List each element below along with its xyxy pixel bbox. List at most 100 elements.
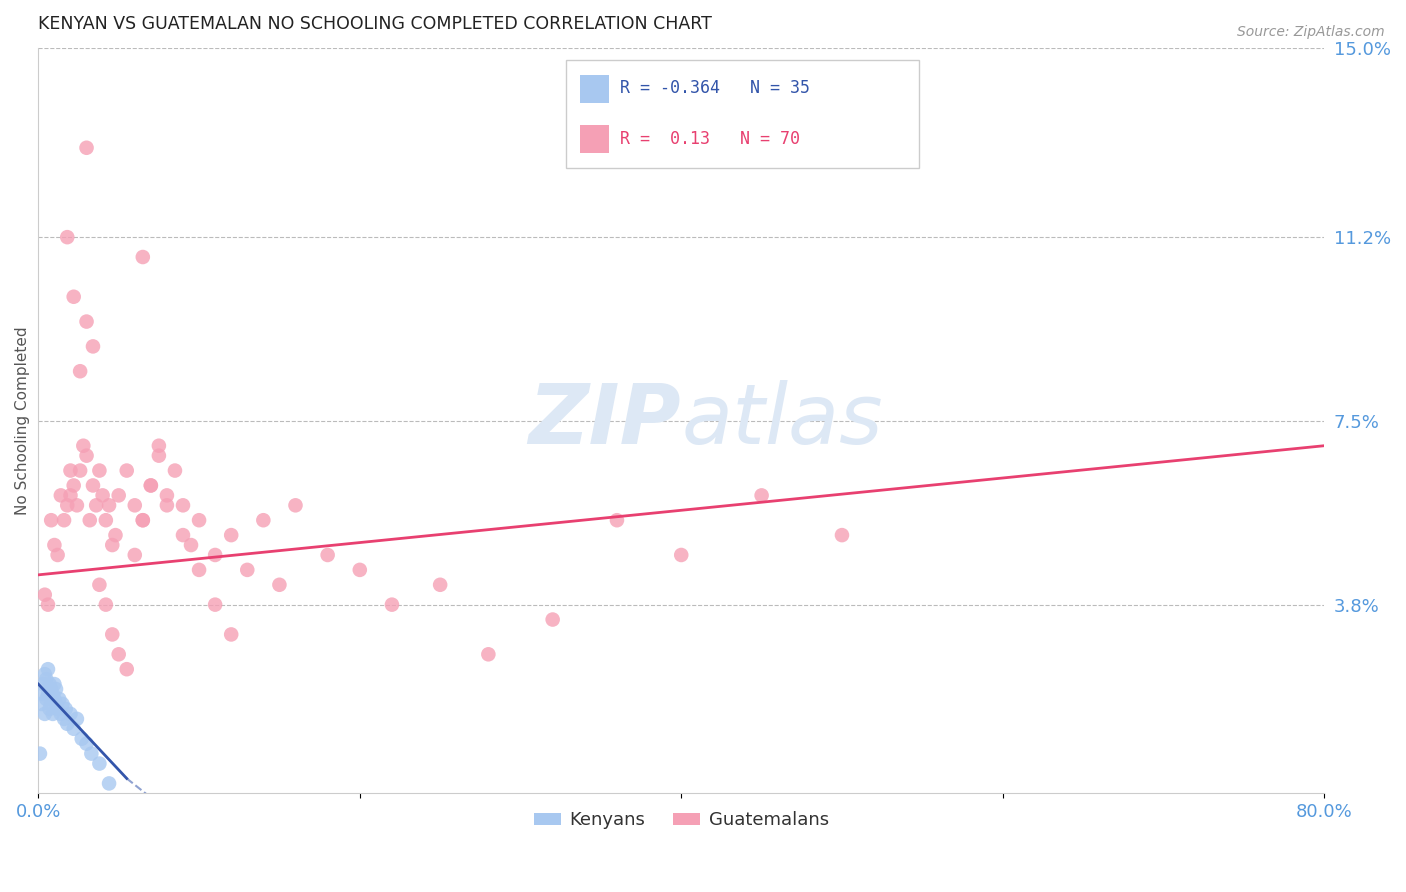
Point <box>107 648 129 662</box>
Point <box>541 613 564 627</box>
Point <box>115 464 138 478</box>
Point <box>284 499 307 513</box>
Point <box>132 513 155 527</box>
Point <box>38 702 60 716</box>
Point <box>124 499 146 513</box>
Point <box>34 588 56 602</box>
Point <box>89 578 111 592</box>
Point <box>56 716 79 731</box>
Point <box>671 548 693 562</box>
Point <box>76 737 98 751</box>
Point <box>76 141 98 155</box>
Point <box>48 692 70 706</box>
Point <box>204 548 226 562</box>
Point <box>124 548 146 562</box>
Point <box>56 499 79 513</box>
Point <box>59 464 82 478</box>
Legend: Kenyans, Guatemalans: Kenyans, Guatemalans <box>526 804 837 837</box>
Point <box>72 439 94 453</box>
Point <box>94 598 117 612</box>
Point <box>35 672 58 686</box>
Point <box>42 706 65 721</box>
Point <box>53 513 76 527</box>
Point <box>49 488 72 502</box>
Point <box>31 697 53 711</box>
Point <box>89 464 111 478</box>
Point <box>69 464 91 478</box>
Point <box>148 439 170 453</box>
Point <box>831 528 853 542</box>
Point <box>751 488 773 502</box>
Text: R =  0.13   N = 70: R = 0.13 N = 70 <box>620 129 800 148</box>
Point <box>76 315 98 329</box>
Point <box>62 290 84 304</box>
Point <box>70 731 93 746</box>
Point <box>49 706 72 721</box>
Point <box>180 538 202 552</box>
Point <box>39 697 62 711</box>
FancyBboxPatch shape <box>581 125 609 153</box>
Point <box>82 478 104 492</box>
Point <box>45 681 67 696</box>
Point <box>236 563 259 577</box>
Point <box>37 687 59 701</box>
Point <box>45 697 67 711</box>
Point <box>51 697 73 711</box>
Point <box>46 702 69 716</box>
Point <box>80 747 103 761</box>
Point <box>316 548 339 562</box>
Point <box>79 513 101 527</box>
Point <box>39 681 62 696</box>
Point <box>56 230 79 244</box>
Point <box>381 598 404 612</box>
Point <box>39 513 62 527</box>
Point <box>32 677 55 691</box>
Text: atlas: atlas <box>682 380 883 461</box>
Point <box>104 528 127 542</box>
Point <box>46 548 69 562</box>
Point <box>139 478 162 492</box>
Point <box>34 706 56 721</box>
Point <box>132 250 155 264</box>
Point <box>44 692 66 706</box>
Y-axis label: No Schooling Completed: No Schooling Completed <box>15 326 30 516</box>
Point <box>156 499 179 513</box>
Point <box>82 339 104 353</box>
Point <box>349 563 371 577</box>
Point <box>37 662 59 676</box>
Point <box>477 648 499 662</box>
Point <box>37 598 59 612</box>
Point <box>55 702 77 716</box>
Point <box>172 499 194 513</box>
Point <box>188 563 211 577</box>
Point <box>219 528 242 542</box>
Point <box>42 687 65 701</box>
Point <box>44 538 66 552</box>
Text: Source: ZipAtlas.com: Source: ZipAtlas.com <box>1237 25 1385 39</box>
Point <box>98 776 121 790</box>
Point <box>98 499 121 513</box>
Point <box>34 667 56 681</box>
Point <box>69 364 91 378</box>
Point <box>163 464 186 478</box>
Point <box>188 513 211 527</box>
Point <box>28 747 51 761</box>
Point <box>156 488 179 502</box>
Point <box>132 513 155 527</box>
Point <box>269 578 291 592</box>
Point <box>59 706 82 721</box>
Point <box>219 627 242 641</box>
Point <box>66 712 89 726</box>
Point <box>172 528 194 542</box>
Point <box>107 488 129 502</box>
Point <box>62 722 84 736</box>
Point <box>53 712 76 726</box>
Point <box>44 677 66 691</box>
Point <box>429 578 451 592</box>
FancyBboxPatch shape <box>581 75 609 103</box>
Point <box>252 513 274 527</box>
Point <box>204 598 226 612</box>
Point <box>32 687 55 701</box>
Point <box>89 756 111 771</box>
Point <box>606 513 628 527</box>
